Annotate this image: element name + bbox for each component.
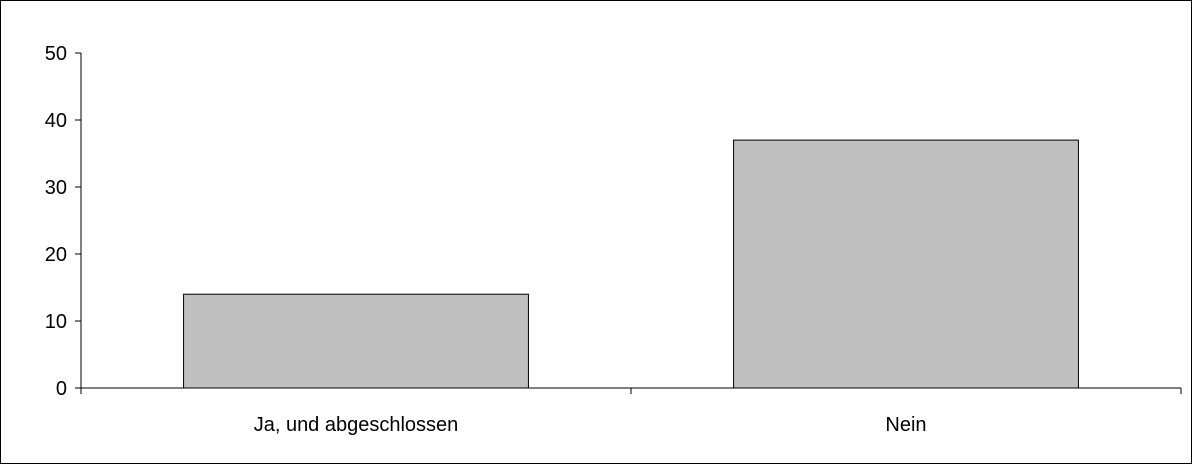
bar-1: [183, 293, 529, 389]
y-axis-ticks: 0 10 20 30 40 50: [45, 43, 81, 400]
x-tick-label: Nein: [885, 414, 926, 436]
y-tick-label: 50: [45, 43, 67, 65]
y-tick-label: 40: [45, 110, 67, 132]
x-tick-label: Ja, und abgeschlossen: [254, 414, 459, 436]
y-tick-label: 10: [45, 311, 67, 333]
bar-2: [733, 139, 1079, 389]
y-tick-label: 0: [56, 378, 67, 400]
y-tick-label: 20: [45, 244, 67, 266]
x-axis-ticks: Ja, und abgeschlossen Nein: [80, 388, 1182, 436]
y-tick-label: 30: [45, 177, 67, 199]
bars: [183, 139, 1079, 389]
